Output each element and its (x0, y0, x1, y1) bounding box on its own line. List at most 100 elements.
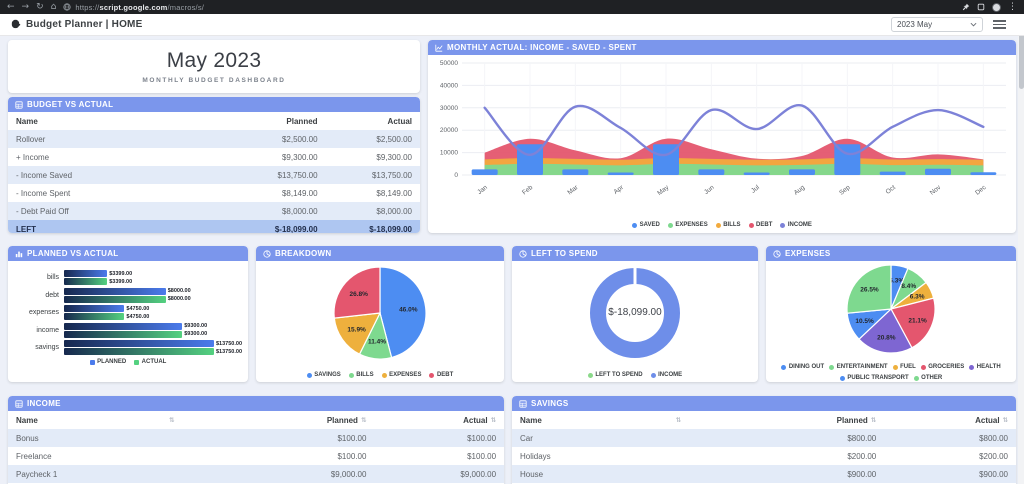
hbar-group: income $9300.00 $9300.00 (12, 322, 242, 338)
sort-icon[interactable]: ⇅ (675, 416, 682, 424)
column-header-actual[interactable]: Actual ⇅ (876, 416, 1008, 425)
svg-text:11.4%: 11.4% (368, 338, 386, 345)
income-table: Name ⇅ Planned ⇅ Actual ⇅ Bonus $100.00 $100.00 F… (8, 411, 504, 483)
legend-swatch (89, 359, 95, 365)
back-icon[interactable]: ← (7, 1, 15, 12)
income-card: INCOME Name ⇅ Planned ⇅ Actual ⇅ Bonus $100.00 $… (8, 396, 504, 484)
cell-planned: $100.00 (337, 433, 367, 443)
bar-chart-icon (15, 251, 23, 257)
svg-text:Jul: Jul (750, 184, 761, 195)
bar-line: $3399.00 (64, 270, 242, 278)
category-label: debt (45, 291, 59, 299)
sort-icon[interactable]: ⇅ (490, 416, 497, 424)
svg-text:40000: 40000 (440, 82, 458, 89)
svg-text:50000: 50000 (440, 60, 458, 67)
site-info-icon[interactable] (63, 3, 71, 11)
cell-actual: $13,750.00 (371, 170, 412, 180)
legend-item[interactable]: LEFT TO SPEND (587, 372, 643, 378)
address-bar[interactable]: https://script.google.com/macros/s/ (63, 3, 955, 12)
legend-label: HEALTH (976, 364, 1001, 370)
kebab-menu-icon[interactable]: ⋮ (1008, 1, 1017, 12)
sort-icon[interactable]: ⇅ (168, 416, 175, 424)
legend-swatch (969, 364, 975, 370)
hbar-group: savings $13750.00 $13750.00 (12, 340, 242, 356)
month-select[interactable]: 2023 May (891, 17, 983, 32)
table-header-row: Name Planned Actual (8, 112, 420, 130)
legend-item[interactable]: OTHER (913, 375, 942, 381)
planned-vs-actual-legend: PLANNED ACTUAL (8, 357, 248, 367)
legend-item[interactable]: BILLS (715, 222, 741, 228)
cell-planned: $13,750.00 (277, 170, 318, 180)
legend-item[interactable]: INCOME (650, 372, 682, 378)
card-title-text: PLANNED VS ACTUAL (27, 249, 119, 258)
cell-actual: $800.00 (979, 433, 1008, 443)
home-icon[interactable]: ⌂ (50, 1, 57, 12)
savings-table: Name ⇅ Planned ⇅ Actual ⇅ Car $800.00 $800.00 Hol… (512, 411, 1016, 483)
cell-name: Rollover (16, 134, 46, 144)
breakdown-legend: SAVINGS BILLS EXPENSES DEBT (256, 370, 504, 380)
menu-icon[interactable] (993, 20, 1006, 29)
profile-avatar[interactable] (992, 2, 1001, 12)
left-to-spend-amount: $-18,099.00 (608, 307, 662, 318)
scrollbar[interactable] (1018, 14, 1024, 484)
column-header-planned[interactable]: Planned ⇅ (174, 416, 367, 425)
column-header-label: Actual (387, 116, 412, 126)
legend-item[interactable]: DINING OUT (781, 364, 824, 370)
legend-item[interactable]: PLANNED (89, 359, 126, 365)
svg-text:Oct: Oct (885, 184, 897, 196)
legend-item[interactable]: FUEL (892, 364, 916, 370)
scrollbar-thumb[interactable] (1018, 17, 1024, 89)
legend-swatch (632, 222, 638, 228)
column-header-planned[interactable]: Planned ⇅ (681, 416, 877, 425)
cell-planned: $9,000.00 (330, 469, 367, 479)
bar-planned (64, 287, 166, 295)
dashboard-subtitle: MONTHLY BUDGET DASHBOARD (142, 77, 286, 84)
legend-swatch (587, 372, 593, 378)
legend-label: FUEL (900, 364, 916, 370)
legend-item[interactable]: PUBLIC TRANSPORT (839, 375, 909, 381)
legend-item[interactable]: SAVINGS (306, 372, 341, 378)
legend-item[interactable]: INCOME (780, 222, 812, 228)
sort-icon[interactable]: ⇅ (1002, 416, 1008, 424)
cell-name: Bonus (16, 433, 39, 443)
forward-icon[interactable]: → (21, 1, 30, 12)
column-header-name[interactable]: Name ⇅ (520, 416, 681, 425)
column-header-name[interactable]: Name ⇅ (16, 416, 174, 425)
bar-value: $3399.00 (109, 278, 133, 285)
cell-actual: $9,300.00 (376, 152, 412, 162)
card-title-text: SAVINGS (531, 399, 569, 408)
window-icon[interactable] (977, 3, 985, 11)
svg-text:Feb: Feb (521, 184, 534, 197)
legend-item[interactable]: BILLS (348, 372, 374, 378)
legend-item[interactable]: SAVED (632, 222, 660, 228)
cell-actual: $100.00 (467, 433, 497, 443)
legend-swatch (781, 364, 787, 370)
column-header-label: Actual (463, 415, 488, 425)
bars: $9300.00 $9300.00 (64, 322, 242, 338)
svg-text:Jun: Jun (703, 184, 716, 196)
legend-item[interactable]: ACTUAL (134, 359, 166, 365)
legend-item[interactable]: HEALTH (969, 364, 1001, 370)
pie-chart-icon (519, 249, 527, 258)
svg-text:Sep: Sep (838, 184, 852, 197)
column-header-actual[interactable]: Actual ⇅ (366, 416, 496, 425)
legend-item[interactable]: GROCERIES (920, 364, 964, 370)
bar-value: $9300.00 (184, 323, 208, 329)
legend-item[interactable]: EXPENSES (381, 372, 421, 378)
svg-text:Apr: Apr (613, 184, 626, 196)
extension-pin-icon[interactable] (962, 3, 970, 11)
cell-planned: $-18,099.00 (274, 224, 318, 234)
bar-actual (64, 278, 108, 285)
sort-icon[interactable]: ⇅ (360, 416, 367, 424)
bar-line: $13750.00 (64, 340, 242, 348)
legend-item[interactable]: EXPENSES (667, 222, 708, 228)
legend-item[interactable]: ENTERTAINMENT (829, 364, 888, 370)
sort-icon[interactable]: ⇅ (870, 416, 877, 424)
reload-icon[interactable]: ↻ (36, 1, 44, 12)
bar-line: $9300.00 (64, 330, 242, 338)
table-row: - Income Spent $8,149.00 $8,149.00 (8, 184, 420, 202)
pie-chart-icon (263, 249, 271, 258)
legend-item[interactable]: DEBT (748, 222, 772, 228)
cell-name: + Income (16, 152, 50, 162)
legend-item[interactable]: DEBT (429, 372, 453, 378)
